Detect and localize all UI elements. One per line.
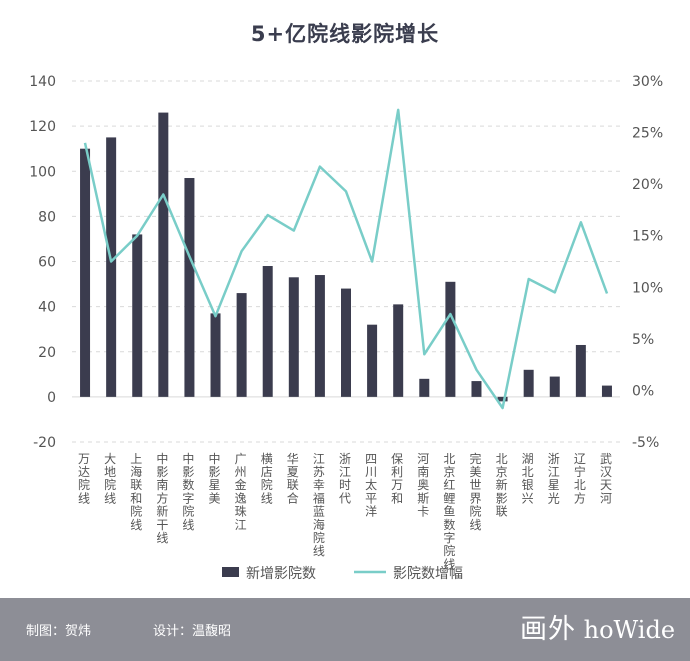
- bar: [575, 344, 586, 397]
- legend-bar-label: 新增影院数: [246, 566, 316, 582]
- y-right-tick-label: 15%: [632, 229, 663, 245]
- bar: [314, 275, 325, 397]
- growth-line: [83, 108, 609, 410]
- y-right-tick-label: 30%: [632, 74, 663, 90]
- legend-line-label: 影院数增幅: [393, 566, 463, 582]
- bar: [601, 385, 612, 397]
- bar: [393, 304, 404, 397]
- x-category-label: 中影南方新干线: [156, 451, 168, 545]
- bar: [419, 378, 430, 397]
- chart-title: 5+亿院线影院增长: [250, 22, 440, 46]
- bar: [288, 277, 299, 397]
- y-right-tick-label: 25%: [632, 126, 663, 142]
- x-category-label: 湖北银兴: [522, 451, 534, 506]
- y-left-tick-label: 40: [38, 300, 56, 316]
- bar: [341, 288, 351, 397]
- x-category-label: 广州金逸珠江: [235, 452, 247, 532]
- bar: [262, 266, 273, 397]
- x-category-label: 辽宁北方: [574, 452, 586, 506]
- brand-logo-cn: 画外: [520, 614, 576, 645]
- bar: [80, 148, 91, 397]
- x-category-label: 保利万和: [391, 452, 403, 506]
- x-category-label: 江苏幸福蓝海院线: [313, 452, 325, 558]
- y-left-tick-label: -20: [33, 435, 56, 451]
- bar: [445, 281, 456, 397]
- bar: [158, 112, 169, 397]
- bar: [132, 234, 143, 397]
- x-category-label: 武汉天河: [600, 452, 612, 506]
- y-left-tick-label: 0: [47, 390, 56, 406]
- bar: [549, 376, 560, 397]
- y-left-tick-label: 140: [29, 74, 56, 90]
- brand-logo-en: hoWide: [583, 616, 676, 644]
- bar: [236, 293, 247, 397]
- footer: 制图：贺炜 设计：温馥昭 画外 hoWide: [0, 598, 690, 661]
- x-category-label: 河南奥斯卡: [417, 452, 429, 519]
- x-category-label: 完美世界院线: [469, 451, 481, 532]
- x-category-label: 华夏联合: [287, 452, 299, 506]
- y-left-tick-label: 20: [38, 345, 56, 361]
- chart-area: 5+亿院线影院增长 -20 0 20 40 60 80 100 120 140 -5% 0% 5% 10…: [29, 22, 664, 582]
- y-right-tick-label: 0%: [632, 383, 654, 399]
- y-left-tick-label: 120: [29, 119, 56, 135]
- bar: [184, 178, 195, 397]
- x-category-label: 万达院线: [78, 452, 90, 506]
- y-left-tick-label: 80: [38, 209, 56, 225]
- x-category-label: 北京红鲤鱼数字院线: [443, 452, 455, 572]
- x-category-label: 横店院线: [261, 452, 273, 506]
- bar: [523, 369, 534, 397]
- brand-logo: 画外 hoWide: [520, 607, 675, 646]
- bar: [471, 381, 482, 397]
- x-category-label: 中影星美: [209, 451, 221, 506]
- x-category-label: 中影数字院线: [182, 451, 194, 532]
- bar: [106, 137, 117, 397]
- x-category-label: 北京新影联: [496, 452, 508, 519]
- x-category-label: 浙江星光: [548, 452, 560, 506]
- x-category-label: 上海联和院线: [130, 452, 142, 532]
- y-right-tick-label: 20%: [632, 177, 663, 193]
- y-right-tick-label: 5%: [632, 332, 654, 348]
- bar: [367, 324, 378, 397]
- design-credit: 设计：温馥昭: [153, 624, 232, 639]
- y-left-tick-label: 100: [29, 164, 56, 180]
- bar: [210, 313, 221, 397]
- x-category-label: 四川太平洋: [365, 452, 377, 519]
- y-right-tick-label: -5%: [632, 435, 659, 451]
- legend-bar-swatch: [222, 567, 239, 577]
- chart-credit: 制图：贺炜: [26, 624, 92, 639]
- x-category-label: 大地院线: [104, 452, 116, 506]
- bar: [497, 396, 508, 402]
- x-category-label: 浙江时代: [339, 452, 351, 506]
- chart-svg: -20 0 20 40 60 80 100 120 140 -5% 0% 5% 10% 15% 20% 25%…: [29, 74, 663, 582]
- y-right-tick-label: 10%: [632, 280, 663, 296]
- y-left-tick-label: 60: [38, 255, 56, 271]
